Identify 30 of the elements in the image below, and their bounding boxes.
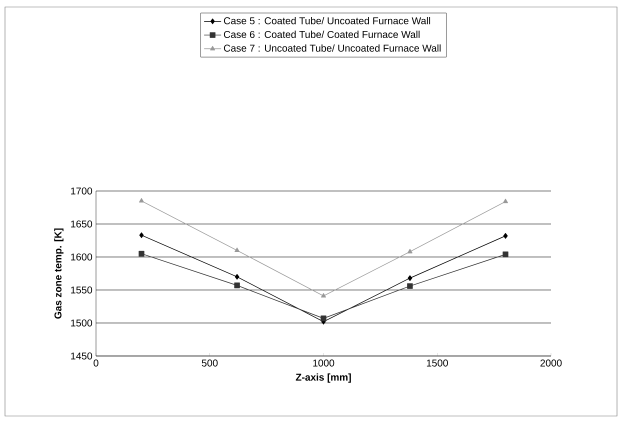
y-axis-title: Gas zone temp. [K]	[54, 228, 64, 319]
y-tick-label: 1700	[71, 187, 92, 195]
y-tick-label: 1650	[71, 220, 92, 228]
y-tick-label: 1600	[71, 253, 92, 261]
legend-label: Case 6 : Coated Tube/ Coated Furnace Wall	[224, 30, 420, 38]
point	[503, 198, 508, 204]
x-axis-title: Z-axis [mm]	[296, 373, 351, 383]
point	[321, 293, 326, 298]
point	[234, 248, 240, 252]
point	[503, 233, 508, 239]
y-tick-label: 1550	[71, 286, 92, 294]
point	[407, 248, 412, 254]
x-tick-label: 2000	[540, 360, 562, 367]
x-tick-label: 1000	[313, 360, 334, 367]
legend-label: Case 5 : Coated Tube/ Uncoated Furnace Wall	[224, 16, 430, 24]
legend-label: Case 7 : Uncoated Tube/ Uncoated Furnace Wall	[224, 44, 441, 52]
x-tick-label: 1500	[426, 360, 448, 367]
point	[320, 316, 326, 322]
y-tick-label: 1500	[71, 319, 92, 327]
x-tick-label: 500	[202, 360, 218, 367]
x-tick-label: 0	[94, 360, 98, 367]
point	[234, 282, 240, 288]
point	[138, 250, 144, 257]
point	[138, 198, 144, 202]
point	[139, 232, 144, 238]
point	[234, 274, 240, 280]
point	[408, 275, 412, 281]
y-tick-label: 1450	[71, 352, 92, 360]
point	[502, 252, 508, 258]
point	[407, 283, 413, 289]
